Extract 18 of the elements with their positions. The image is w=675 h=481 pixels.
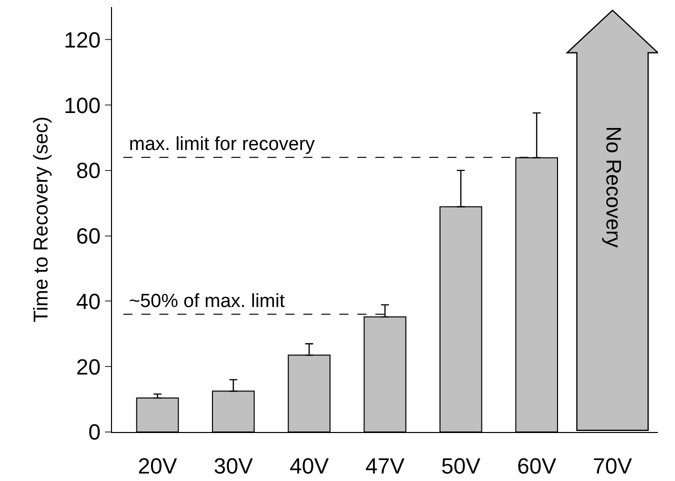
x-tick-label: 20V (138, 453, 178, 478)
annotation: No Recovery (601, 126, 624, 248)
y-axis-title: Time to Recovery (sec) (30, 116, 52, 322)
x-tick-label: 30V (214, 453, 254, 478)
y-tick-label: 0 (88, 420, 101, 445)
y-tick-label: 60 (76, 224, 101, 249)
y-tick-label: 100 (64, 92, 101, 118)
y-tick-label: 80 (76, 158, 101, 184)
x-tick-label: 70V (592, 453, 632, 478)
y-tick-label: 120 (64, 27, 101, 52)
x-tick-label: 47V (365, 453, 405, 478)
y-tick-label: 20 (76, 354, 101, 380)
ref-line-label: max. limit for recovery (129, 134, 316, 155)
y-tick-label: 40 (76, 288, 101, 314)
x-tick-label: 50V (441, 453, 481, 478)
x-tick-label: 40V (290, 453, 330, 478)
ref-line-label: ~50% of max. limit (129, 291, 286, 312)
x-tick-label: 60V (517, 453, 557, 478)
